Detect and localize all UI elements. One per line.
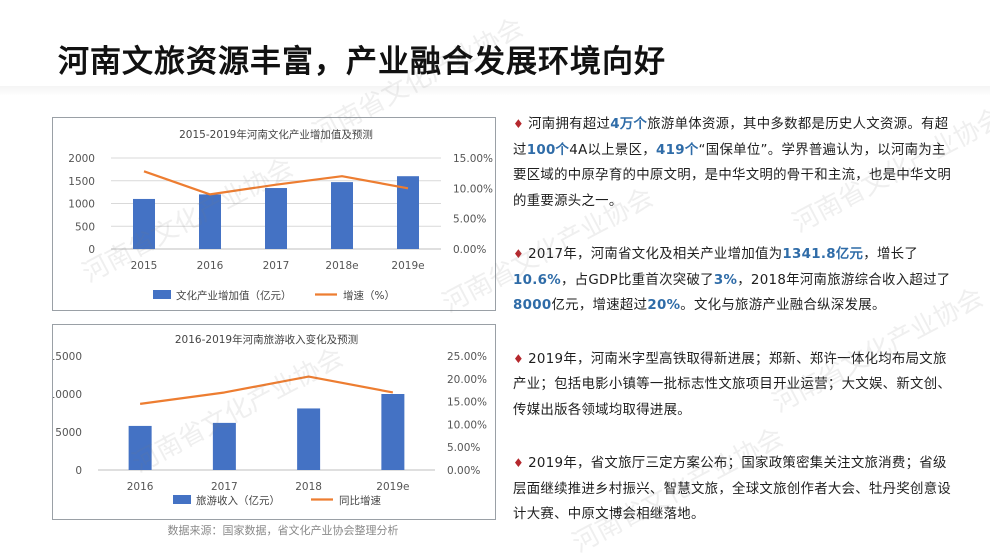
legend-line-label: 同比增速 (339, 494, 381, 507)
culture-industry-chart: 2015-2019年河南文化产业增加值及预测 2000 1500 1000 500 0 15… (52, 117, 496, 311)
y2-tick-label: 10.00% (447, 419, 487, 431)
paragraph-text: ，占GDP比重首次突破了 (560, 272, 714, 288)
diamond-bullet-icon: ♦ (513, 456, 525, 470)
y-tick-label: 5000 (55, 427, 82, 439)
paragraph-text: ，2018年河南旅游综合收入超过了 (737, 272, 951, 288)
highlight-figure: 419个 (655, 142, 699, 158)
chart-title: 2016-2019年河南旅游收入变化及预测 (175, 333, 358, 346)
paragraph-text: 。文化与旅游产业融合纵深发展。 (680, 298, 886, 313)
chart-title: 2015-2019年河南文化产业增加值及预测 (179, 128, 373, 141)
data-source-note: 数据来源：国家数据，省文化产业协会整理分析 (167, 524, 399, 537)
x-tick-label: 2018e (325, 260, 358, 272)
highlight-figure: 100个 (526, 142, 570, 158)
paragraph-text: 河南拥有超过 (528, 117, 611, 132)
paragraph-text: ，增长了 (863, 247, 919, 262)
bar (128, 425, 152, 470)
bar (265, 188, 287, 249)
y-tick-label: 15000 (53, 351, 82, 363)
x-tick-label: 2015 (131, 260, 158, 272)
paragraph-text: 4A以上景区， (569, 142, 656, 158)
legend-bar-label: 文化产业增加值（亿元） (176, 289, 292, 302)
title-divider (0, 86, 990, 96)
y2-tick-label: 5.00% (447, 442, 480, 454)
bar (133, 198, 155, 249)
y2-tick-label: 15.00% (453, 153, 493, 165)
culture-industry-chart-svg: 2015-2019年河南文化产业增加值及预测 2000 1500 1000 500 0 15… (68, 128, 493, 302)
x-tick-label: 2016 (127, 481, 154, 493)
highlight-figure: 8000 (513, 298, 552, 313)
highlight-figure: 20% (647, 298, 681, 313)
tourism-revenue-chart-svg: 2016-2019年河南旅游收入变化及预测 15000 10000 5000 0 25.0… (53, 333, 487, 507)
growth-line (139, 375, 394, 405)
bar (381, 394, 405, 470)
y-tick-label: 10000 (53, 389, 82, 401)
legend-bar-swatch (173, 495, 191, 504)
bar (199, 194, 221, 249)
y2-tick-label: 5.00% (453, 214, 486, 226)
diamond-bullet-icon: ♦ (513, 247, 525, 261)
diamond-bullet-icon: ♦ (513, 351, 525, 366)
y2-tick-label: 15.00% (447, 397, 487, 409)
y-tick-label: 1000 (68, 199, 95, 211)
bullet-paragraph: ♦ 2019年，省文旅厅三定方案公布；国家政策密集关注文旅消费；省级层面继续推进乡… (513, 451, 953, 528)
y-tick-label: 500 (75, 221, 95, 233)
highlight-figure: 4万个 (610, 117, 648, 132)
highlight-figure: 3% (713, 272, 738, 288)
page-title: 河南文旅资源丰富，产业融合发展环境向好 (58, 44, 666, 80)
y2-tick-label: 20.00% (447, 374, 487, 386)
paragraph-text: 2019年，河南米字型高铁取得新进展；郑新、郑许一体化均布局文旅产业；包括电影小… (513, 351, 952, 418)
x-tick-label: 2016 (197, 260, 224, 272)
diamond-bullet-icon: ♦ (513, 117, 525, 131)
legend-bar-label: 旅游收入（亿元） (196, 494, 280, 507)
tourism-revenue-chart: 2016-2019年河南旅游收入变化及预测 15000 10000 5000 0 25.0… (52, 324, 496, 520)
y2-tick-label: 0.00% (447, 465, 480, 477)
bar (331, 182, 353, 249)
bar (397, 176, 419, 249)
bar (212, 422, 236, 470)
text-column: ♦ 河南拥有超过4万个旅游单体资源，其中多数都是历史人文资源。有超过100个4A以… (513, 112, 953, 556)
y-tick-label: 1500 (68, 176, 95, 188)
y-tick-label: 2000 (68, 153, 95, 165)
legend-bar-swatch (153, 290, 171, 299)
y-tick-label: 0 (75, 465, 82, 477)
bar (297, 408, 321, 470)
paragraph-text: 旅游单体资源，其中多数都是历史人文资源。有超过 (513, 117, 949, 158)
x-tick-label: 2019e (391, 260, 424, 272)
y2-tick-label: 10.00% (453, 183, 493, 195)
x-tick-label: 2017 (263, 260, 290, 272)
legend-line-label: 增速（%） (343, 289, 395, 302)
x-tick-label: 2017 (211, 481, 238, 493)
y-tick-label: 0 (88, 244, 95, 256)
paragraph-text: 亿元，增速超过 (551, 298, 648, 313)
x-tick-label: 2019e (376, 481, 409, 493)
paragraph-text: “国保单位”。学界普遍认为，以河南为主要区域的中原孕育的中原文明，是中华文明的骨… (513, 142, 952, 209)
bullet-paragraph: ♦ 河南拥有超过4万个旅游单体资源，其中多数都是历史人文资源。有超过100个4A以… (513, 112, 953, 214)
highlight-figure: 10.6% (513, 272, 561, 288)
paragraph-text: 2017年，河南省文化及相关产业增加值为 (528, 247, 783, 262)
y2-tick-label: 25.00% (447, 351, 487, 363)
x-tick-label: 2018 (295, 481, 322, 493)
paragraph-text: 2019年，省文旅厅三定方案公布；国家政策密集关注文旅消费；省级层面继续推进乡村… (513, 456, 952, 522)
bullet-paragraph: ♦ 2019年，河南米字型高铁取得新进展；郑新、郑许一体化均布局文旅产业；包括电影… (513, 347, 953, 424)
highlight-figure: 1341.8亿元 (782, 247, 864, 262)
y2-tick-label: 0.00% (453, 244, 486, 256)
growth-line (143, 170, 409, 196)
bullet-paragraph: ♦ 2017年，河南省文化及相关产业增加值为1341.8亿元，增长了 10.6%，占… (513, 242, 953, 319)
